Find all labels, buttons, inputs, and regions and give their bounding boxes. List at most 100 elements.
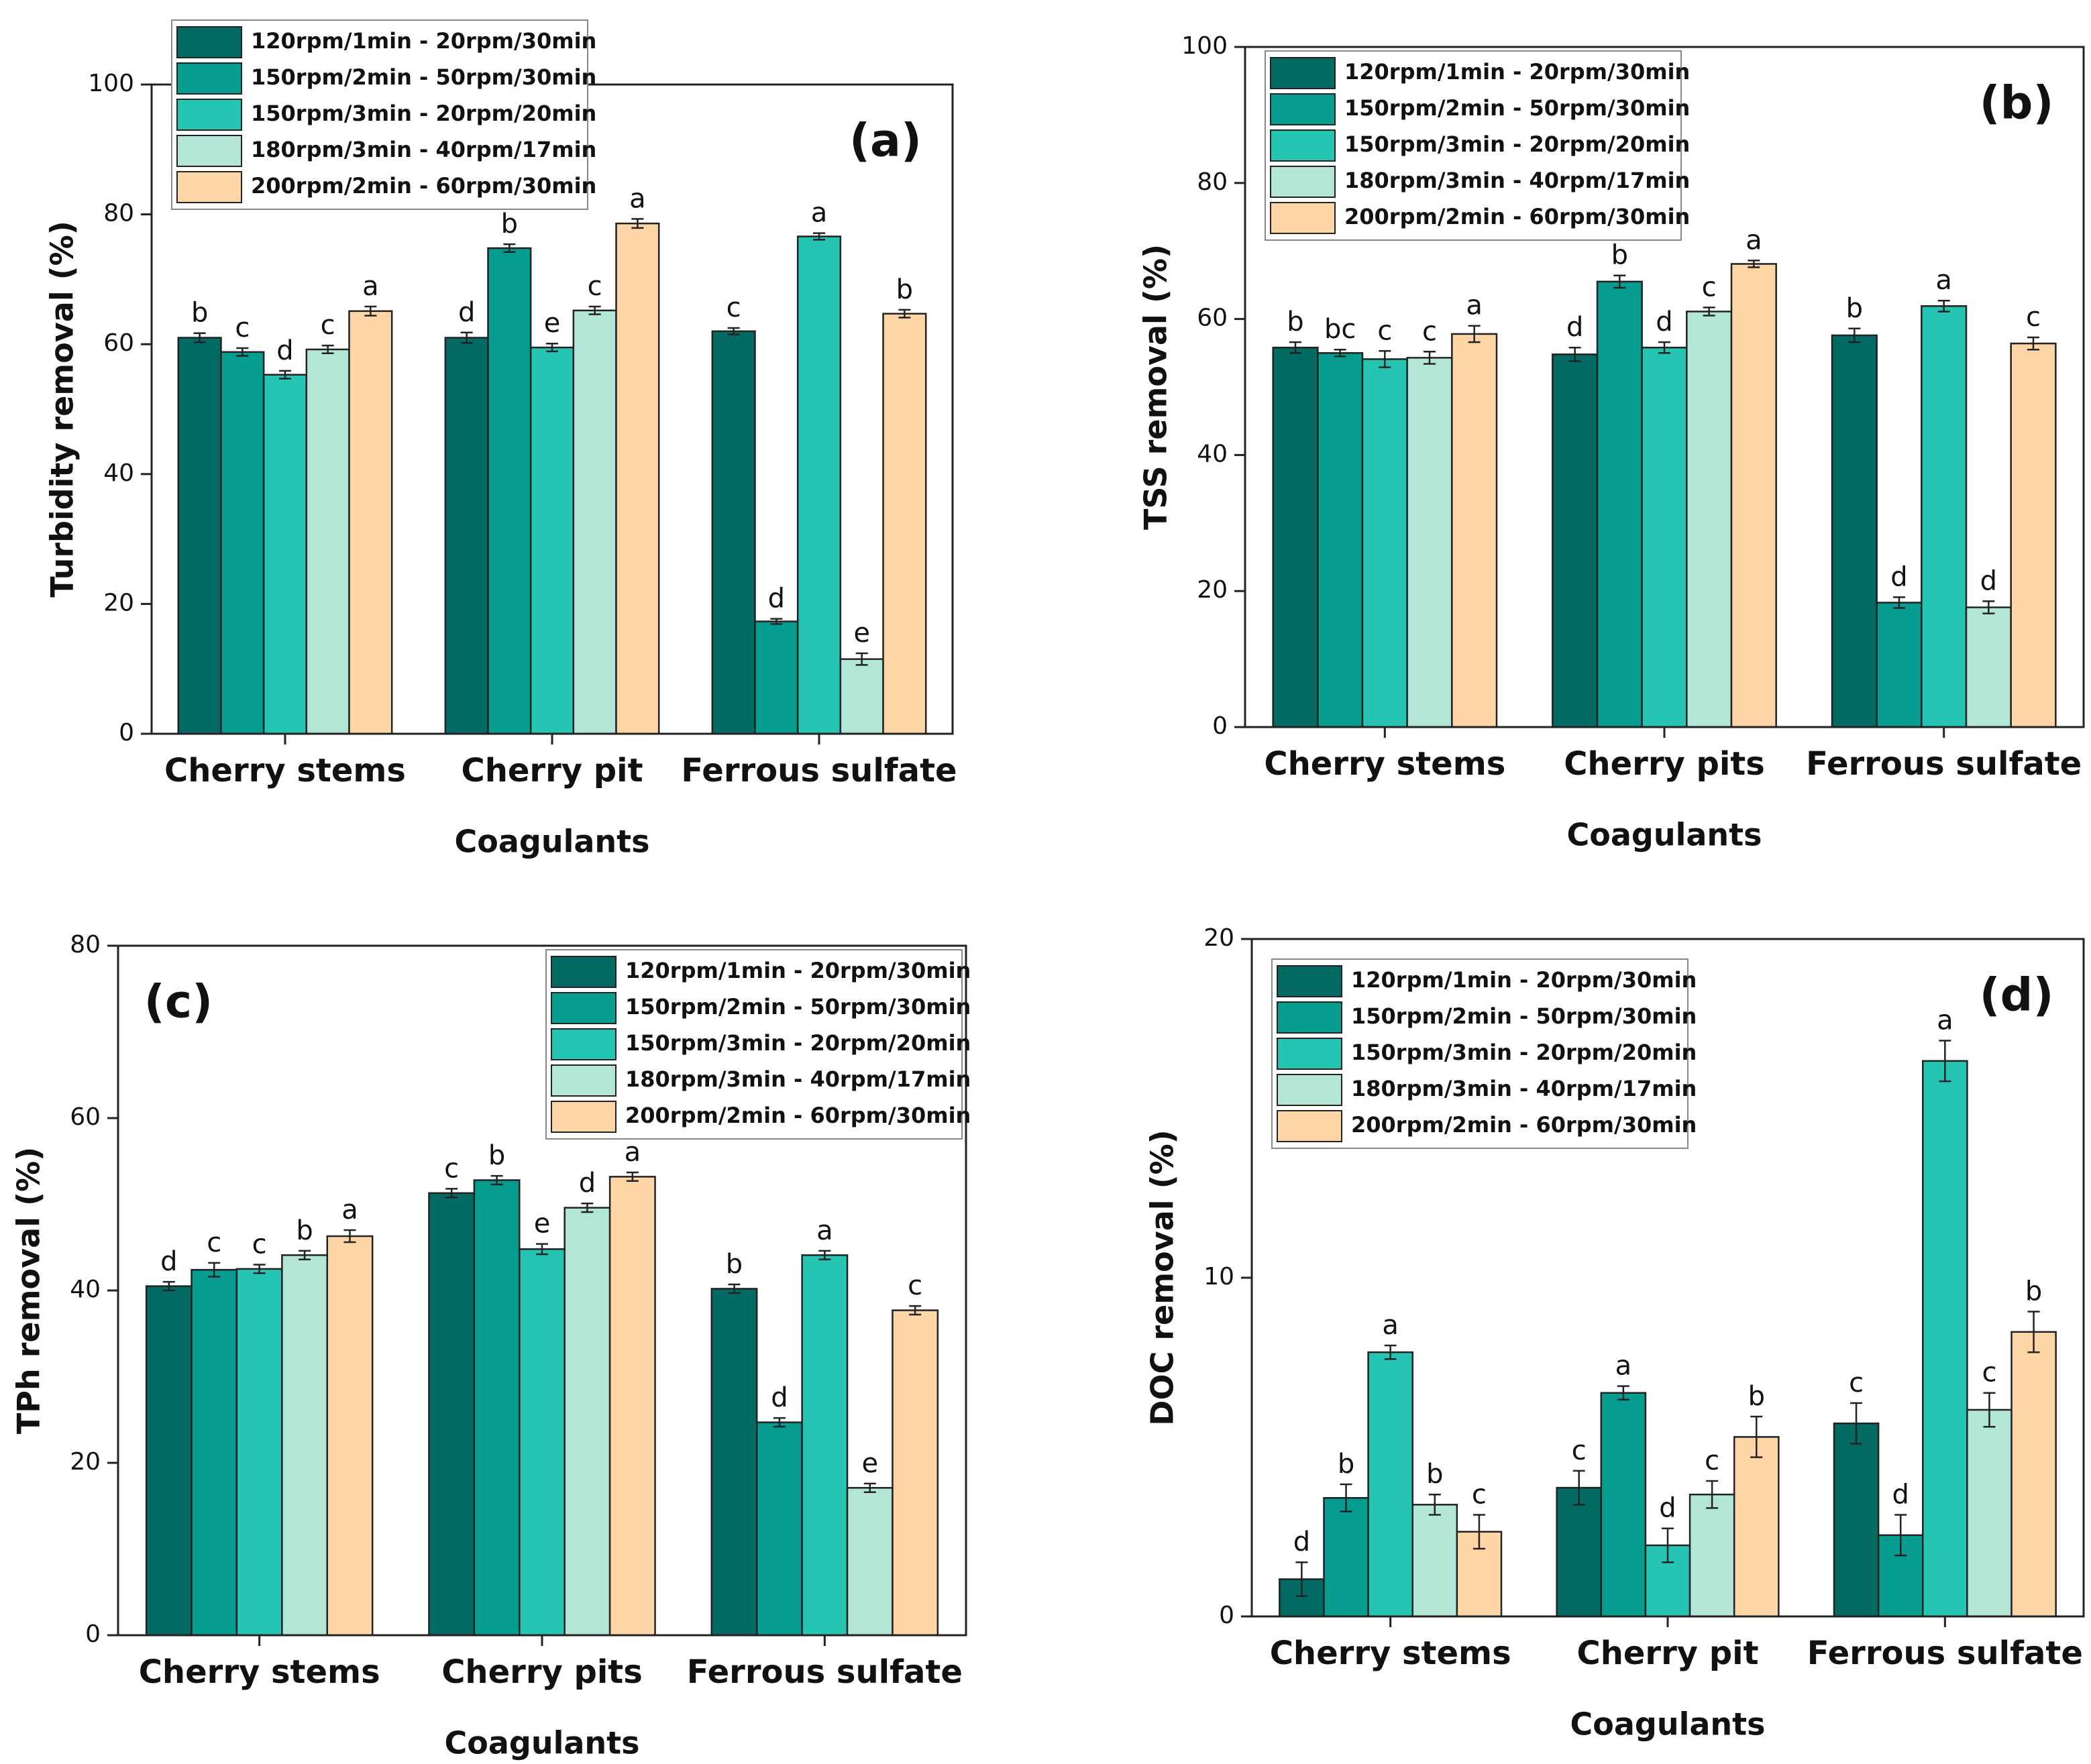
legend-label: 120rpm/1min - 20rpm/30min	[625, 958, 971, 983]
significance-letter: c	[207, 1227, 221, 1258]
legend-swatch	[1270, 166, 1336, 198]
significance-letter: b	[296, 1215, 313, 1246]
bar	[1451, 333, 1498, 728]
legend-swatch	[176, 26, 242, 58]
significance-letter: d	[276, 335, 293, 366]
significance-letter: a	[1466, 290, 1483, 321]
bar	[1406, 357, 1453, 728]
significance-letter: c	[1572, 1435, 1587, 1466]
significance-letter: b	[1748, 1381, 1765, 1412]
significance-letter: c	[727, 292, 741, 323]
legend-swatch	[176, 171, 242, 203]
significance-letter: b	[191, 298, 208, 329]
legend-label: 150rpm/2min - 50rpm/30min	[251, 64, 596, 90]
y-tick-label: 0	[85, 1620, 101, 1648]
y-tick-label: 60	[70, 1103, 101, 1131]
significance-letter: c	[1982, 1358, 1996, 1388]
x-tick-label: Cherry pits	[441, 1653, 643, 1691]
bar	[1831, 334, 1878, 728]
bar	[839, 658, 884, 735]
significance-letter: b	[1287, 307, 1303, 337]
bar	[1272, 346, 1319, 728]
y-tick-label: 20	[1197, 576, 1228, 604]
significance-letter: a	[1746, 225, 1762, 256]
bar	[444, 337, 489, 735]
legend-label: 150rpm/2min - 50rpm/30min	[1351, 1003, 1697, 1029]
legend-label: 200rpm/2min - 60rpm/30min	[251, 173, 596, 199]
panel-label: (d)	[1980, 969, 2054, 1022]
x-tick-label: Cherry pits	[1564, 745, 1765, 783]
x-tick-label: Cherry stems	[164, 752, 406, 789]
bar	[220, 351, 265, 735]
significance-letter: e	[861, 1448, 878, 1479]
significance-letter: c	[1422, 316, 1437, 347]
significance-letter: b	[1846, 293, 1863, 324]
significance-letter: e	[534, 1209, 551, 1239]
x-tick-label: Ferrous sulfate	[687, 1653, 963, 1691]
y-tick-label: 40	[1197, 440, 1228, 467]
bar	[519, 1248, 566, 1637]
legend-label: 150rpm/3min - 20rpm/20min	[251, 101, 596, 126]
significance-letter: a	[816, 1215, 833, 1246]
significance-letter: c	[2026, 302, 2041, 333]
bar	[1556, 1486, 1603, 1618]
significance-letter: b	[2025, 1276, 2042, 1307]
bar	[882, 313, 927, 735]
significance-letter: bc	[1324, 314, 1356, 345]
significance-letter: b	[1611, 240, 1628, 271]
x-tick-label: Cherry stems	[1264, 745, 1505, 783]
legend-label: 180rpm/3min - 40rpm/17min	[1351, 1076, 1697, 1101]
legend-swatch	[1277, 1038, 1342, 1070]
panel-label: (a)	[849, 115, 922, 168]
significance-letter: d	[1892, 1480, 1909, 1510]
bar	[1361, 358, 1408, 728]
legend-swatch	[1270, 57, 1336, 89]
bar	[754, 620, 799, 735]
significance-letter: b	[501, 209, 518, 239]
legend-label: 200rpm/2min - 60rpm/30min	[1344, 204, 1690, 229]
significance-letter: b	[896, 274, 913, 305]
y-axis-title: TSS removal (%)	[1138, 244, 1174, 530]
bar	[1596, 280, 1643, 728]
y-tick-label: 60	[1197, 305, 1228, 332]
significance-letter: d	[458, 297, 475, 328]
y-tick-label: 0	[119, 719, 134, 747]
y-tick-label: 40	[70, 1276, 101, 1303]
significance-letter: a	[341, 1195, 358, 1225]
bar	[615, 222, 660, 735]
legend-swatch	[551, 1064, 616, 1097]
bar	[262, 374, 308, 735]
bar	[177, 337, 222, 735]
significance-letter: d	[1566, 312, 1583, 343]
legend-label: 180rpm/3min - 40rpm/17min	[251, 137, 596, 162]
bar	[2010, 342, 2057, 728]
legend-swatch	[551, 992, 616, 1024]
legend-label: 150rpm/2min - 50rpm/30min	[1344, 95, 1690, 121]
significance-letter: a	[811, 198, 828, 229]
bar	[473, 1179, 521, 1637]
significance-letter: b	[726, 1249, 743, 1280]
bar	[1688, 1493, 1735, 1618]
significance-letter: a	[625, 1137, 641, 1168]
x-axis-title: Coagulants	[1566, 817, 1762, 853]
significance-letter: c	[1849, 1368, 1864, 1398]
y-tick-label: 80	[103, 200, 134, 227]
y-tick-label: 80	[70, 931, 101, 958]
x-tick-label: Ferrous sulfate	[1807, 1635, 2083, 1672]
legend-label: 120rpm/1min - 20rpm/30min	[251, 28, 596, 54]
bar	[428, 1192, 476, 1637]
significance-letter: c	[321, 310, 335, 341]
y-tick-label: 40	[103, 459, 134, 487]
bar	[326, 1235, 374, 1637]
y-axis-title: DOC removal (%)	[1144, 1129, 1181, 1425]
significance-letter: c	[1472, 1480, 1487, 1510]
bar	[1921, 305, 1968, 728]
x-axis-title: Coagulants	[444, 1725, 639, 1761]
bar	[711, 330, 756, 735]
y-tick-label: 60	[103, 329, 134, 357]
significance-letter: d	[1293, 1527, 1310, 1557]
x-tick-label: Cherry stems	[139, 1653, 380, 1691]
bar	[1686, 311, 1733, 728]
y-tick-label: 20	[103, 589, 134, 616]
